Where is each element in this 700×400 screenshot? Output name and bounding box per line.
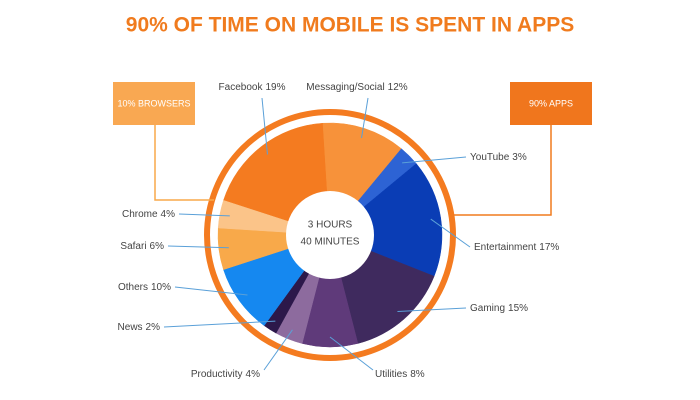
category-label: Facebook — [219, 82, 264, 93]
leader-line — [178, 213, 230, 217]
category-label: Chrome — [122, 209, 158, 220]
leader-line — [163, 320, 276, 328]
slice-label: Entertainment 17% — [474, 242, 559, 253]
value-label: 4% — [161, 209, 176, 220]
leader-line — [174, 286, 248, 296]
value-label: 2% — [146, 322, 161, 333]
leader-line — [261, 97, 268, 155]
category-label: Safari — [120, 241, 146, 252]
leader-line — [263, 329, 293, 371]
category-label: YouTube — [470, 152, 510, 163]
callout-box — [113, 82, 195, 125]
center-text: 40 MINUTES — [301, 237, 360, 248]
leader-line — [397, 307, 467, 313]
leader-line — [361, 97, 369, 139]
donut-hole — [286, 191, 374, 279]
slice-label: Chrome 4% — [122, 209, 175, 220]
value-label: 4% — [246, 369, 261, 380]
annotation: 90% APPS — [529, 98, 573, 108]
value-label: 3% — [512, 152, 527, 163]
leader-line — [402, 156, 467, 164]
slice-label: Utilities 8% — [375, 369, 425, 380]
leader-line — [430, 218, 471, 248]
category-label: Utilities — [375, 369, 407, 380]
chart-title: 90% OF TIME ON MOBILE IS SPENT IN APPS — [126, 14, 574, 37]
slice-label: Safari 6% — [120, 241, 164, 252]
callout-box — [510, 82, 592, 125]
callout-line — [154, 125, 214, 201]
slice-label: Others 10% — [118, 282, 171, 293]
category-label: Entertainment — [474, 242, 536, 253]
slice-label: Facebook 19% — [219, 82, 286, 93]
slice-label: YouTube 3% — [470, 152, 527, 163]
leader-line — [329, 336, 374, 371]
slice-label: Gaming 15% — [470, 303, 528, 314]
labels: Facebook 19% Messaging/Social 12% YouTube 3% E… — [118, 82, 560, 380]
leader-line — [167, 245, 229, 249]
value-label: 10% — [151, 282, 171, 293]
value-label: 8% — [410, 369, 425, 380]
category-label: Productivity — [191, 369, 243, 380]
slice-label: News 2% — [118, 322, 161, 333]
category-label: News — [118, 322, 143, 333]
slice-label: Messaging/Social 12% — [306, 82, 407, 93]
annotation: 10% BROWSERS — [117, 98, 190, 108]
category-label: Messaging/Social — [306, 82, 384, 93]
value-label: 12% — [388, 82, 408, 93]
value-label: 6% — [150, 241, 165, 252]
callout-line — [453, 125, 552, 216]
slice-label: Productivity 4% — [191, 369, 260, 380]
value-label: 19% — [265, 82, 285, 93]
value-label: 15% — [508, 303, 528, 314]
value-label: 17% — [539, 242, 559, 253]
category-label: Others — [118, 282, 148, 293]
center-text: 3 HOURS — [308, 220, 353, 231]
category-label: Gaming — [470, 303, 505, 314]
